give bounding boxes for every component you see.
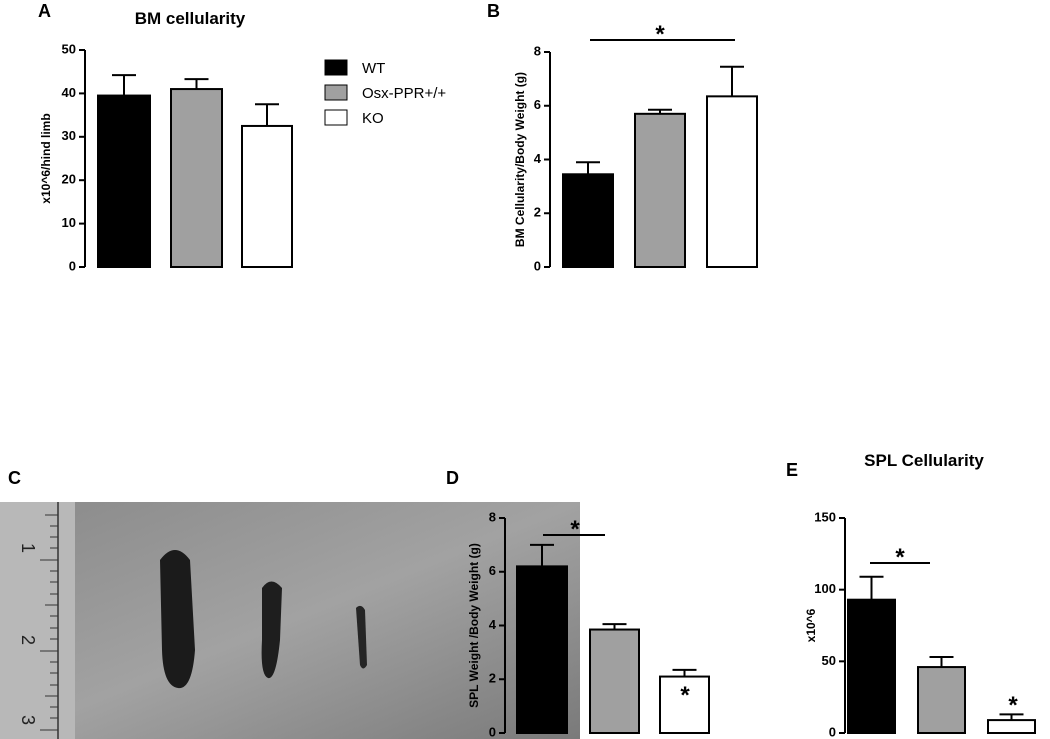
y-tick-label: 0 [829, 724, 836, 739]
bar [706, 95, 758, 268]
y-tick-label: 10 [62, 215, 76, 230]
y-tick-label: 0 [69, 258, 76, 273]
ruler-label: 1 [18, 543, 38, 553]
y-tick-label: 100 [814, 581, 836, 596]
y-tick-label: 6 [534, 97, 541, 112]
y-tick-label: 8 [534, 43, 541, 58]
y-tick-label: 20 [62, 172, 76, 187]
y-tick-label: 2 [534, 205, 541, 220]
bar [562, 173, 614, 268]
panel-label: E [786, 460, 798, 480]
bar [516, 565, 568, 734]
y-tick-label: 150 [814, 509, 836, 524]
y-tick-label: 4 [489, 617, 497, 632]
y-tick-label: 4 [534, 151, 542, 166]
ruler-label: 2 [18, 635, 38, 645]
y-tick-label: 0 [489, 724, 496, 739]
significance-star: * [1008, 692, 1018, 719]
bar [847, 598, 896, 735]
y-tick-label: 40 [62, 85, 76, 100]
panel-label: C [8, 468, 21, 488]
ruler-label: 3 [18, 715, 38, 725]
legend-swatch [324, 84, 348, 101]
panel-label: B [487, 1, 500, 21]
y-tick-label: 0 [534, 258, 541, 273]
panel-label: D [446, 468, 459, 488]
legend-swatch [324, 59, 348, 76]
panel-label: A [38, 1, 51, 21]
bar [917, 666, 966, 734]
bar [987, 719, 1036, 734]
y-tick-label: 30 [62, 128, 76, 143]
significance-star: * [680, 682, 690, 709]
bar [170, 88, 223, 268]
y-axis-label: SPL Weight /Body Weight (g) [467, 543, 481, 708]
y-tick-label: 8 [489, 509, 496, 524]
legend-label: KO [362, 110, 384, 127]
significance-star: * [895, 544, 905, 571]
y-axis-label: x10^6 [804, 608, 818, 642]
photo: 1 2 3 [0, 502, 580, 739]
significance-star: * [570, 516, 580, 543]
bar [241, 124, 293, 268]
bar [659, 675, 710, 734]
legend-swatch [324, 109, 348, 126]
legend-label: WT [362, 60, 385, 77]
bar [97, 94, 151, 268]
significance-star: * [655, 21, 665, 48]
y-tick-label: 50 [822, 653, 836, 668]
y-axis-label: BM Cellularity/Body Weight (g) [513, 72, 527, 247]
chart-title: SPL Cellularity [864, 451, 984, 470]
legend-label: Osx-PPR+/+ [362, 85, 446, 102]
bar [634, 112, 686, 268]
chart-title: BM cellularity [135, 9, 246, 28]
y-axis-label: x10^6/hind limb [39, 113, 53, 203]
y-tick-label: 6 [489, 563, 496, 578]
y-tick-label: 2 [489, 671, 496, 686]
bar [589, 628, 640, 734]
y-tick-label: 50 [62, 41, 76, 56]
